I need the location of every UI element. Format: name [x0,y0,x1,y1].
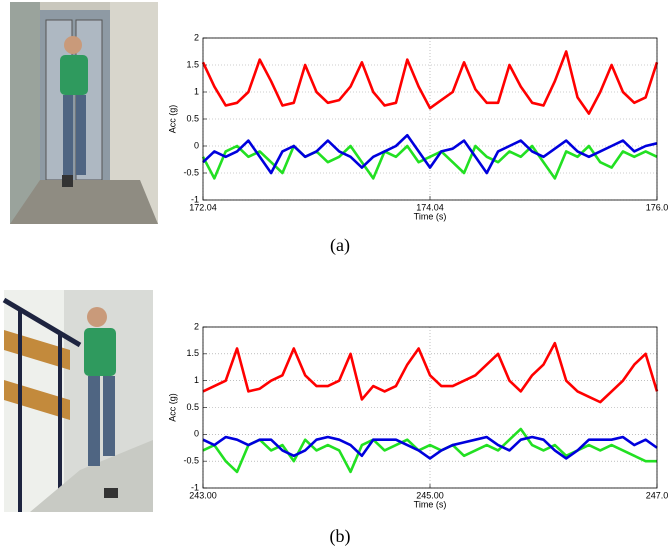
y-axis-label: Acc (g) [167,393,177,422]
y-tick-label: 0 [194,140,199,150]
y-tick-label: -0.5 [183,456,199,466]
x-tick-label: 176.0 [646,202,669,212]
y-tick-label: -0.5 [183,167,199,177]
caption: (a) [330,235,350,256]
y-tick-label: 1 [194,86,199,96]
x-tick-label: 243.00 [189,490,217,500]
y-tick-label: -1 [191,482,199,492]
y-tick-label: 2 [194,321,199,331]
data-line [202,435,658,460]
photo-b [2,290,153,512]
y-tick-label: -1 [191,194,199,204]
y-axis-label: Acc (g) [167,105,177,134]
y-tick-label: 0.5 [186,402,199,412]
caption: (b) [330,526,351,547]
y-tick-label: 1.5 [186,348,199,358]
y-tick-label: 2 [194,32,199,42]
y-tick-label: 0 [194,429,199,439]
data-line [201,50,659,115]
y-tick-label: 1 [194,375,199,385]
x-axis-label: Time (s) [414,499,447,509]
photo-a [10,2,158,224]
x-axis-label: Time (s) [414,211,447,221]
x-tick-label: 174.04 [416,202,444,212]
x-tick-label: 172.04 [189,202,217,212]
y-tick-label: 0.5 [186,113,199,123]
data-line [202,341,659,404]
y-tick-label: 1.5 [186,59,199,69]
data-line [202,133,658,175]
x-tick-label: 247.0 [646,490,669,500]
axes-box [202,37,658,201]
x-tick-label: 245.00 [416,490,444,500]
axes-box [202,326,658,489]
